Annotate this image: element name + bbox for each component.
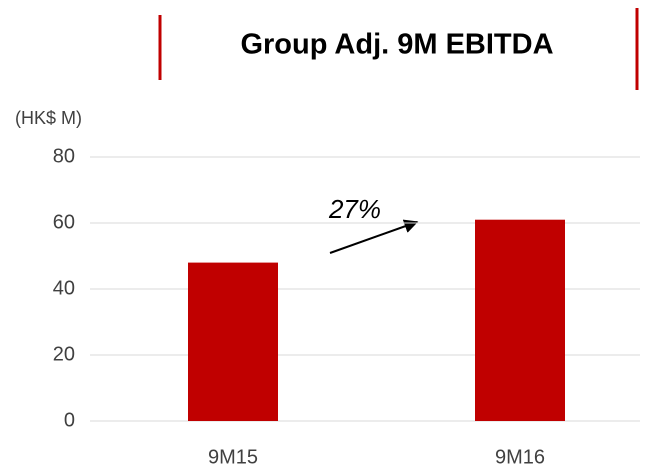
bar [475, 219, 565, 421]
y-tick-label: 80 [53, 145, 75, 167]
y-tick-label: 40 [53, 277, 75, 299]
y-axis-label: (HK$ M) [15, 108, 82, 128]
x-tick-label: 9M16 [495, 446, 545, 468]
chart-title: Group Adj. 9M EBITDA [240, 29, 553, 61]
x-tick-label: 9M15 [208, 446, 258, 468]
annotation-arrow [329, 219, 419, 254]
y-tick-label: 60 [53, 211, 75, 233]
y-tick-label: 0 [64, 409, 75, 431]
annotation: 27% [328, 194, 381, 224]
bar [188, 262, 278, 421]
y-tick-label: 20 [53, 343, 75, 365]
